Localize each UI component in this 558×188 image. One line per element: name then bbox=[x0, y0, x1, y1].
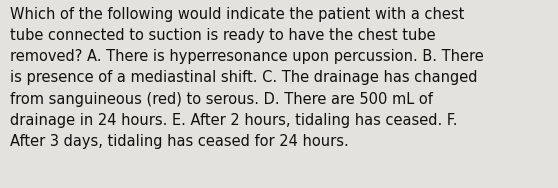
Text: Which of the following would indicate the patient with a chest
tube connected to: Which of the following would indicate th… bbox=[10, 7, 484, 149]
